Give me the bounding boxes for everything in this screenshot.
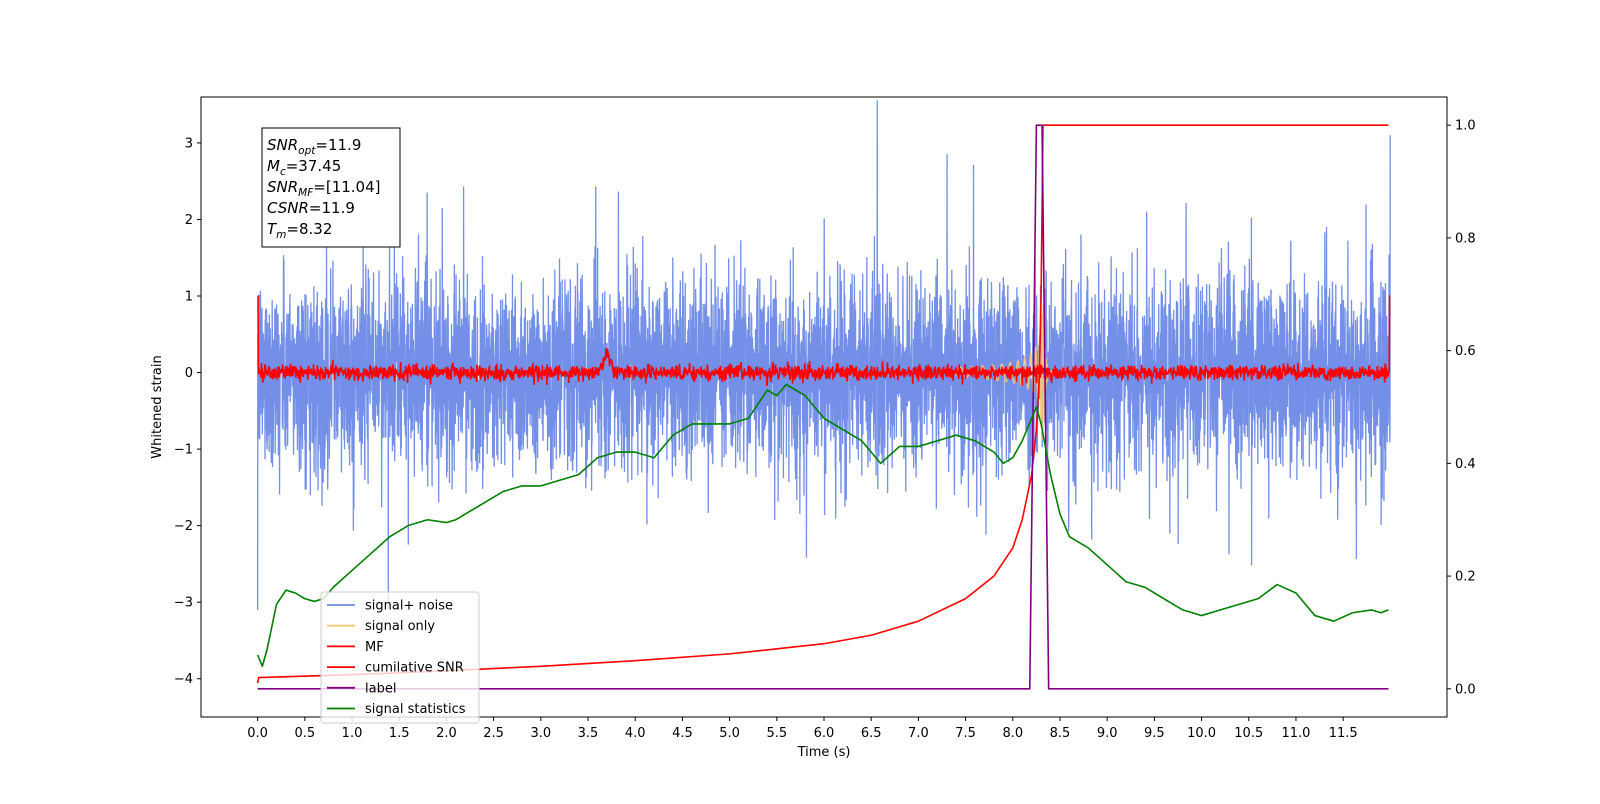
legend-label: signal only <box>365 619 435 634</box>
y-tick-label: −2 <box>174 519 193 534</box>
y2-tick-label: 0.4 <box>1455 457 1476 472</box>
x-tick-label: 3.0 <box>530 726 551 741</box>
x-tick-label: 0.0 <box>247 726 268 741</box>
y-axis-left: −4 −3 −2 −1 0 1 2 3 <box>174 136 201 687</box>
series-signal-statistics <box>256 383 1389 668</box>
x-tick-label: 0.5 <box>294 726 315 741</box>
y-tick-label: 0 <box>185 366 193 381</box>
series-mf <box>257 295 1391 387</box>
x-tick-label: 8.5 <box>1050 726 1071 741</box>
x-tick-label: 6.5 <box>861 726 882 741</box>
legend-label: signal statistics <box>365 702 466 717</box>
y2-tick-label: 0.6 <box>1455 344 1476 359</box>
series-signal-noise <box>256 100 1391 610</box>
x-axis-label: Time (s) <box>797 745 851 760</box>
x-tick-label: 9.0 <box>1097 726 1118 741</box>
x-tick-label: 11.0 <box>1281 726 1310 741</box>
x-tick-label: 11.5 <box>1329 726 1358 741</box>
x-tick-label: 2.5 <box>483 726 504 741</box>
x-tick-label: 9.5 <box>1144 726 1165 741</box>
y-tick-label: −3 <box>174 596 193 611</box>
x-axis: 0.0 0.5 1.0 1.5 2.0 2.5 3.0 3.5 4.0 4.5 5.0 5.5 6.0 6… <box>247 717 1358 741</box>
y-tick-label: −4 <box>174 672 193 687</box>
y-tick-label: 2 <box>185 213 193 228</box>
annotation-frame <box>261 127 401 248</box>
x-tick-label: 5.0 <box>719 726 740 741</box>
y-axis-right: 0.0 0.2 0.4 0.6 0.8 1.0 <box>1447 119 1476 697</box>
annotation-line: Mc=37.45 <box>267 157 341 178</box>
x-tick-label: 5.5 <box>766 726 787 741</box>
y-tick-label: 1 <box>185 290 193 305</box>
y2-tick-label: 0.0 <box>1455 682 1476 697</box>
legend-frame <box>320 591 480 724</box>
x-tick-label: 10.0 <box>1187 726 1216 741</box>
x-tick-label: 4.5 <box>672 726 693 741</box>
x-tick-label: 7.0 <box>908 726 929 741</box>
x-tick-label: 4.0 <box>625 726 646 741</box>
annotation-line: CSNR=11.9 <box>267 199 355 217</box>
x-tick-label: 8.0 <box>1002 726 1023 741</box>
legend: signal+ noise signal only MF cumilative SNR… <box>320 591 480 724</box>
y-tick-label: −1 <box>174 443 193 458</box>
y-axis-label: Whitened strain <box>150 355 165 458</box>
y2-tick-label: 1.0 <box>1455 119 1476 134</box>
y2-tick-label: 0.8 <box>1455 231 1476 246</box>
y2-tick-label: 0.2 <box>1455 570 1476 585</box>
x-tick-label: 3.5 <box>578 726 599 741</box>
legend-label: label <box>365 681 396 696</box>
x-tick-label: 10.5 <box>1234 726 1263 741</box>
annotation-line: SNRopt=11.9 <box>267 136 361 157</box>
annotation-line: SNRMF=[11.04] <box>267 178 381 199</box>
series-label <box>257 124 1389 690</box>
x-tick-label: 2.0 <box>436 726 457 741</box>
x-tick-label: 7.5 <box>955 726 976 741</box>
legend-label: MF <box>365 640 384 655</box>
x-tick-label: 1.0 <box>342 726 363 741</box>
legend-label: cumilative SNR <box>365 661 464 676</box>
legend-label: signal+ noise <box>365 599 453 614</box>
x-tick-label: 1.5 <box>389 726 410 741</box>
annotation-line: Tm=8.32 <box>267 220 332 241</box>
x-tick-label: 6.0 <box>814 726 835 741</box>
annotation-box: SNRopt=11.9Mc=37.45SNRMF=[11.04]CSNR=11.… <box>261 127 401 248</box>
y-tick-label: 3 <box>185 136 193 151</box>
